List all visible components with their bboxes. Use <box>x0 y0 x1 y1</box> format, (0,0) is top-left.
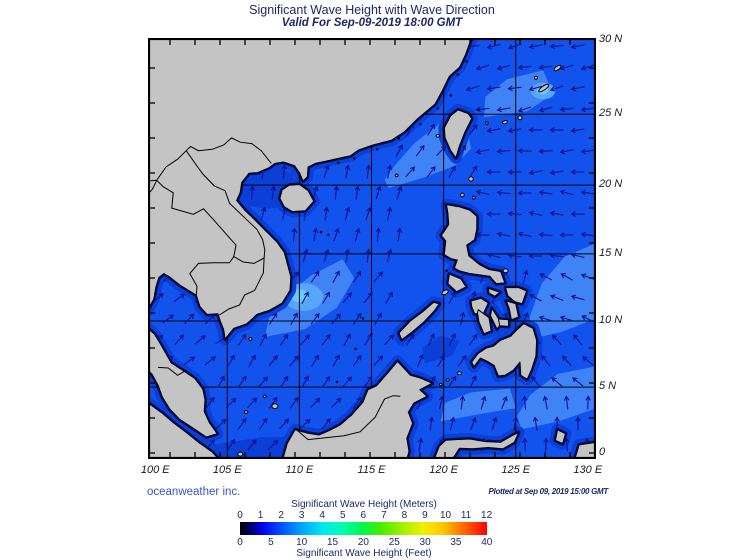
feet-tick: 30 <box>419 537 431 548</box>
meters-tick: 3 <box>298 510 305 521</box>
feet-tick: 0 <box>237 537 243 548</box>
company-name: oceanweather inc. <box>147 486 241 498</box>
feet-tick: 15 <box>326 537 339 548</box>
wave-height-map <box>148 38 596 459</box>
legend-feet-title: Significant Wave Height (Feet) <box>296 548 432 559</box>
lon-tick-label: 110 E <box>285 464 314 476</box>
lon-tick-label: 115 E <box>357 464 386 476</box>
feet-tick: 35 <box>450 537 462 548</box>
feet-tick: 10 <box>296 537 308 548</box>
page-title: Significant Wave Height with Wave Direct… <box>249 3 495 17</box>
lon-tick-label: 125 E <box>501 464 531 476</box>
wave-direction-arrows <box>152 43 595 452</box>
lon-tick-label: 105 E <box>212 464 242 476</box>
lon-tick-label: 120 E <box>429 464 458 476</box>
meters-tick: 12 <box>481 510 493 521</box>
lat-tick-label: 15 N <box>599 246 623 259</box>
map-layers <box>148 38 596 459</box>
land-masses <box>148 38 596 459</box>
plotted-timestamp: Plotted at Sep 09, 2019 15:00 GMT <box>488 487 609 496</box>
meters-tick: 9 <box>422 510 428 521</box>
lat-tick-label: 0 <box>599 445 606 458</box>
meters-tick: 8 <box>401 510 408 521</box>
map-frame <box>148 38 596 459</box>
lon-tick-label: 130 E <box>573 464 603 476</box>
meters-tick: 0 <box>237 510 243 521</box>
meters-tick: 4 <box>319 510 325 521</box>
lat-tick-label: 30 N <box>599 33 623 46</box>
meters-tick: 7 <box>381 510 387 521</box>
meters-tick: 2 <box>278 510 284 521</box>
meters-tick: 6 <box>360 510 367 521</box>
feet-tick: 5 <box>268 537 274 548</box>
frame-ticks <box>150 40 594 457</box>
feet-tick: 25 <box>388 537 400 548</box>
lat-tick-label: 10 N <box>599 314 623 327</box>
meters-tick: 5 <box>339 510 346 521</box>
lat-tick-label: 20 N <box>599 178 623 191</box>
wave-height-colorbar <box>240 522 487 535</box>
island-specks <box>305 60 480 384</box>
valid-time-subtitle: Valid For Sep-09-2019 18:00 GMT <box>281 17 463 29</box>
legend-meters-title: Significant Wave Height (Meters) <box>291 499 437 510</box>
feet-tick: 40 <box>481 537 493 548</box>
lat-tick-label: 25 N <box>599 107 623 120</box>
feet-tick: 20 <box>357 537 369 548</box>
meters-tick: 10 <box>439 510 452 521</box>
lat-tick-label: 5 N <box>599 380 617 393</box>
lon-tick-label: 100 E <box>140 464 170 476</box>
country-borders <box>148 137 401 441</box>
meters-tick: 11 <box>460 510 472 521</box>
meters-tick: 1 <box>257 510 264 521</box>
